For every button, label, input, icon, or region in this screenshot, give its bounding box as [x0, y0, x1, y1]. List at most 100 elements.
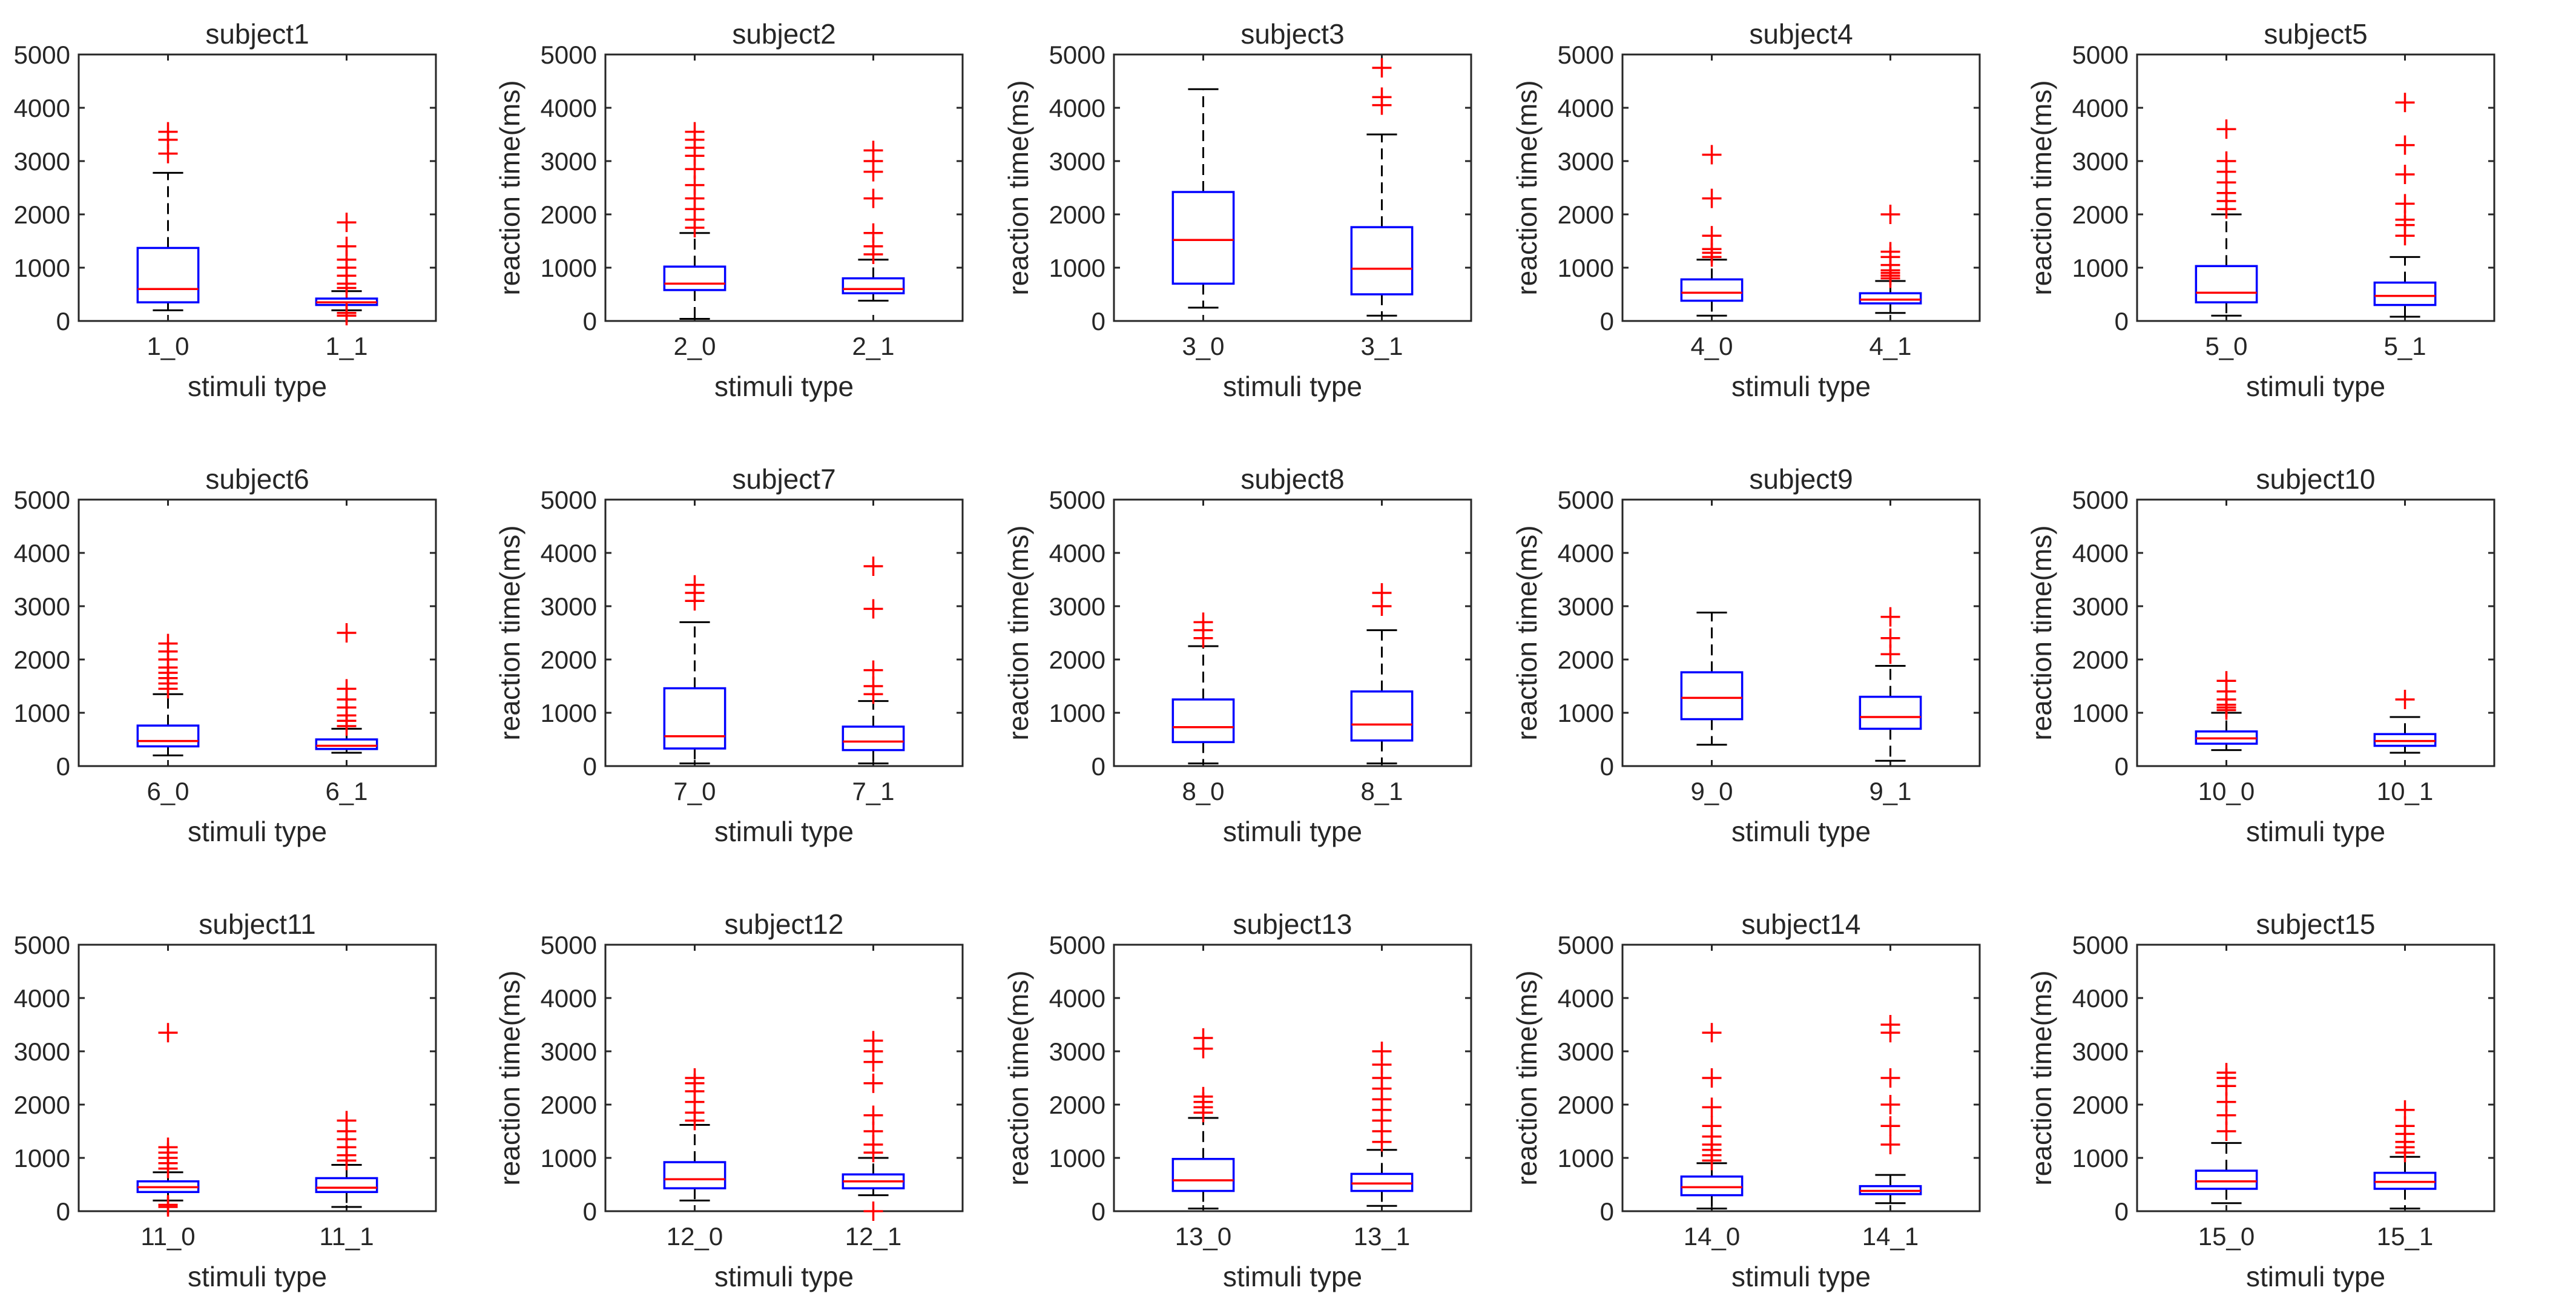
x-tick-label: 2_0	[673, 332, 716, 360]
y-tick-label: 3000	[1558, 1037, 1614, 1066]
outlier-marker	[2395, 1100, 2415, 1120]
box-13_0	[1171, 1028, 1235, 1210]
subplot-title: subject4	[1749, 18, 1853, 50]
y-tick-label: 0	[1092, 307, 1105, 335]
box-12_0	[663, 1068, 726, 1201]
y-tick-label: 0	[2115, 307, 2129, 335]
box-14_1	[1859, 1015, 1922, 1205]
iqr-box	[1680, 1175, 1744, 1197]
outlier-marker	[1702, 145, 1722, 165]
box-7_0	[663, 575, 726, 765]
y-tick-label: 1000	[1049, 1144, 1105, 1172]
outlier-marker	[1193, 1028, 1213, 1048]
iqr-box	[2195, 1169, 2258, 1190]
outlier-marker	[2395, 93, 2415, 113]
x-tick-label: 5_1	[2383, 332, 2426, 360]
box-6_1	[315, 623, 378, 754]
axes-frame	[604, 944, 964, 1212]
subplot-subject4: 0 1000 2000 3000 4000 5000 4_0 4_1 subject4 stimu…	[1511, 18, 1981, 402]
y-axis-label: reaction time(ms)	[2026, 525, 2057, 740]
iqr-box	[842, 726, 905, 752]
x-axis-label: stimuli type	[714, 1261, 854, 1292]
outlier-marker	[2395, 194, 2415, 214]
y-tick-label: 4000	[1558, 984, 1614, 1013]
box-4_1	[1859, 205, 1922, 314]
y-tick-label: 2000	[1049, 200, 1105, 229]
subplot-title: subject10	[2256, 463, 2376, 495]
y-tick-label: 0	[56, 752, 70, 781]
y-axis-label: reaction time(ms)	[1003, 525, 1034, 740]
iqr-box	[136, 724, 200, 748]
iqr-box	[842, 277, 905, 294]
y-tick-label: 2000	[14, 200, 70, 229]
outlier-marker	[158, 122, 178, 142]
outlier-marker	[337, 623, 357, 643]
outlier-marker	[1702, 188, 1722, 208]
y-tick-label: 2000	[1049, 1091, 1105, 1119]
y-axis-label: reaction time(ms)	[2026, 970, 2057, 1185]
y-tick-label: 3000	[2072, 147, 2129, 176]
outlier-marker	[2395, 135, 2415, 155]
x-axis-label: stimuli type	[1731, 1261, 1871, 1292]
iqr-box	[1350, 226, 1414, 296]
x-tick-label: 6_0	[147, 777, 189, 805]
y-tick-label: 5000	[2072, 486, 2129, 514]
subplot-subject10: 0 1000 2000 3000 4000 5000 10_0 10_1 subject10 st…	[2026, 463, 2495, 847]
x-axis-label: stimuli type	[188, 371, 327, 402]
subplot-subject12: 0 1000 2000 3000 4000 5000 12_0 12_1 subject12 st…	[494, 908, 964, 1292]
y-tick-label: 0	[583, 1197, 597, 1226]
y-tick-label: 4000	[2072, 984, 2129, 1013]
y-tick-label: 3000	[1558, 147, 1614, 176]
box-5_1	[2373, 93, 2437, 318]
y-axis-label: reaction time(ms)	[1003, 970, 1034, 1185]
subplot-title: subject3	[1240, 18, 1344, 50]
x-tick-label: 10_1	[2377, 777, 2433, 805]
y-tick-label: 3000	[1558, 592, 1614, 621]
axes-frame	[1113, 498, 1472, 767]
x-axis-label: stimuli type	[1223, 371, 1362, 402]
axes-frame	[604, 498, 964, 767]
x-tick-label: 11_1	[319, 1222, 374, 1251]
outlier-marker	[2216, 1063, 2236, 1083]
outlier-marker	[2216, 119, 2236, 139]
axes-frame	[1621, 53, 1981, 322]
y-tick-label: 3000	[1049, 147, 1105, 176]
subplot-subject6: 0 1000 2000 3000 4000 5000 6_0 6_1 subject6 stimu…	[14, 463, 437, 847]
y-tick-label: 1000	[14, 254, 70, 282]
box-15_0	[2195, 1063, 2258, 1205]
y-axis-label: reaction time(ms)	[1003, 80, 1034, 295]
y-tick-label: 5000	[1049, 486, 1105, 514]
x-tick-label: 6_1	[325, 777, 367, 805]
outlier-marker	[1880, 1068, 1900, 1088]
x-tick-label: 8_0	[1182, 777, 1224, 805]
outlier-marker	[1702, 226, 1722, 246]
x-tick-label: 9_0	[1690, 777, 1733, 805]
y-tick-label: 1000	[14, 699, 70, 727]
box-3_1	[1350, 58, 1414, 317]
outlier-marker	[2395, 165, 2415, 184]
y-axis-label: reaction time(ms)	[494, 970, 525, 1185]
box-15_1	[2373, 1100, 2437, 1210]
y-tick-label: 2000	[541, 200, 597, 229]
y-tick-label: 1000	[2072, 1144, 2129, 1172]
x-tick-label: 7_1	[852, 777, 894, 805]
outlier-marker	[685, 575, 705, 595]
y-tick-label: 5000	[1049, 41, 1105, 69]
x-axis-label: stimuli type	[1731, 371, 1871, 402]
y-tick-label: 1000	[14, 1144, 70, 1172]
subplot-title: subject1	[205, 18, 309, 50]
y-tick-label: 5000	[14, 931, 70, 959]
box-1_1	[315, 213, 378, 326]
iqr-box	[2373, 281, 2437, 306]
outlier-marker	[1702, 1068, 1722, 1088]
outlier-marker	[863, 1105, 883, 1125]
x-axis-label: stimuli type	[1223, 816, 1362, 847]
y-tick-label: 2000	[1558, 200, 1614, 229]
outlier-marker	[1880, 205, 1900, 224]
x-axis-label: stimuli type	[1731, 816, 1871, 847]
subplot-title: subject15	[2256, 908, 2376, 940]
y-tick-label: 1000	[541, 1144, 597, 1172]
box-9_0	[1680, 612, 1744, 746]
outlier-marker	[1880, 1095, 1900, 1114]
outlier-marker	[1193, 1086, 1213, 1106]
